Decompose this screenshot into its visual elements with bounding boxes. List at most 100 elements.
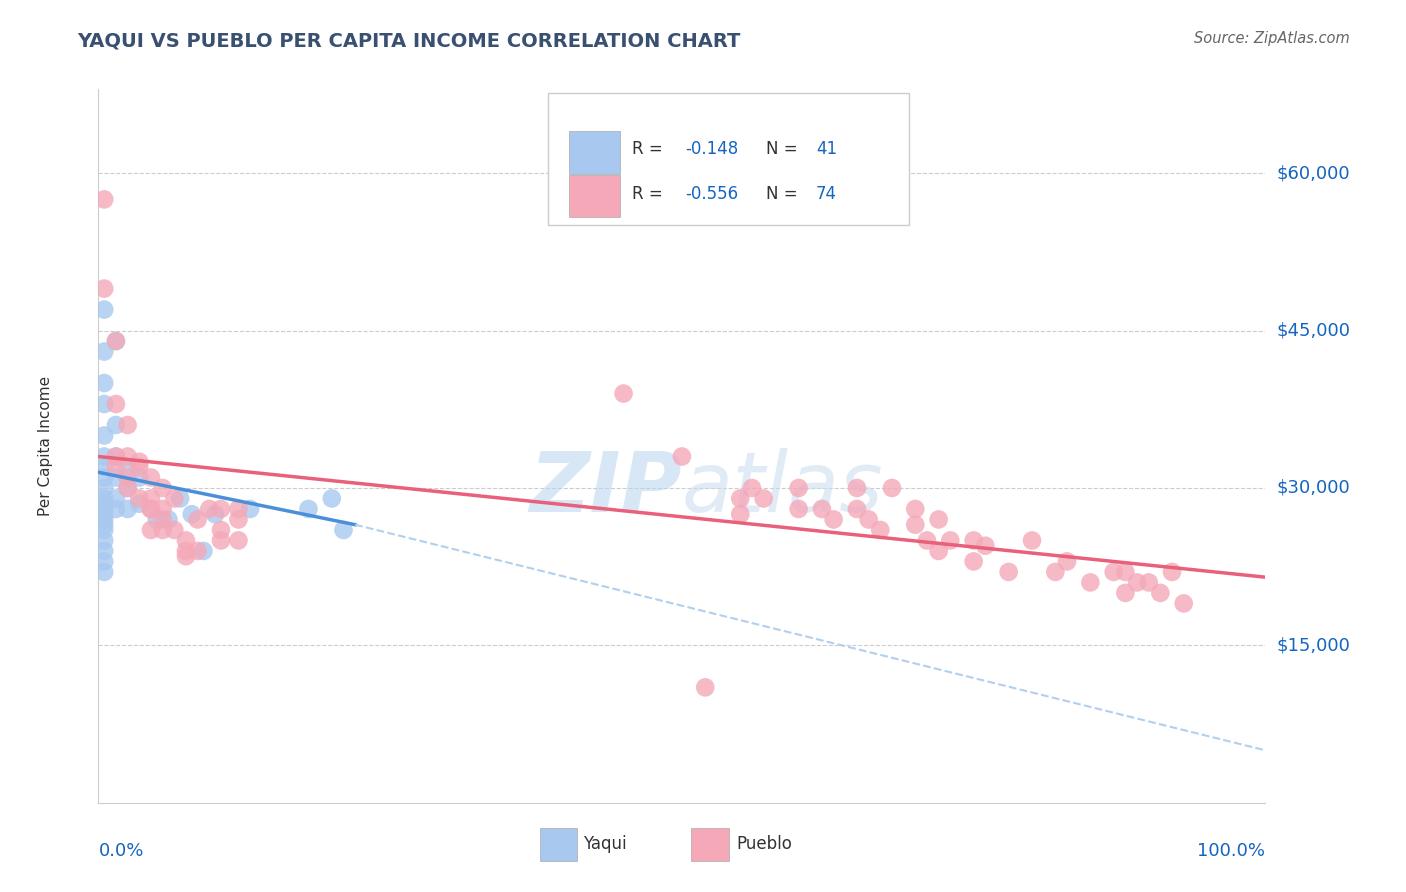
Point — [846, 502, 869, 516]
Point — [174, 549, 197, 564]
Text: YAQUI VS PUEBLO PER CAPITA INCOME CORRELATION CHART: YAQUI VS PUEBLO PER CAPITA INCOME CORREL… — [77, 31, 741, 50]
Text: -0.148: -0.148 — [685, 140, 738, 158]
Point — [117, 481, 139, 495]
Text: 74: 74 — [815, 185, 837, 202]
Point — [858, 512, 880, 526]
Point — [128, 491, 150, 506]
Point — [187, 544, 209, 558]
Point — [93, 460, 115, 475]
FancyBboxPatch shape — [692, 829, 728, 862]
Point — [152, 481, 174, 495]
Point — [93, 193, 115, 207]
Text: N =: N = — [766, 185, 803, 202]
Point — [117, 502, 139, 516]
FancyBboxPatch shape — [548, 93, 910, 225]
Point — [104, 502, 127, 516]
Point — [209, 523, 232, 537]
Point — [93, 302, 115, 317]
Point — [1126, 575, 1149, 590]
Point — [146, 512, 169, 526]
Text: Yaqui: Yaqui — [582, 835, 626, 853]
Point — [928, 544, 950, 558]
Point — [869, 523, 891, 537]
Text: $45,000: $45,000 — [1277, 321, 1351, 340]
Point — [93, 544, 115, 558]
Text: atlas: atlas — [682, 449, 883, 529]
Point — [962, 554, 984, 568]
Point — [93, 397, 115, 411]
Point — [104, 334, 127, 348]
Point — [228, 502, 250, 516]
Point — [139, 491, 162, 506]
Point — [93, 565, 115, 579]
Point — [128, 460, 150, 475]
Point — [93, 450, 115, 464]
Point — [93, 491, 115, 506]
Point — [152, 512, 174, 526]
Point — [117, 417, 139, 432]
Point — [128, 497, 150, 511]
Text: Pueblo: Pueblo — [737, 835, 793, 853]
Point — [880, 481, 903, 495]
Point — [93, 376, 115, 390]
Point — [187, 512, 209, 526]
Point — [93, 512, 115, 526]
Text: Source: ZipAtlas.com: Source: ZipAtlas.com — [1194, 31, 1350, 46]
Text: $60,000: $60,000 — [1277, 164, 1350, 182]
Text: 100.0%: 100.0% — [1198, 842, 1265, 860]
Point — [104, 417, 127, 432]
Text: 41: 41 — [815, 140, 837, 158]
Point — [209, 533, 232, 548]
Point — [928, 512, 950, 526]
Point — [695, 681, 717, 695]
Point — [93, 497, 115, 511]
Point — [297, 502, 319, 516]
Point — [239, 502, 262, 516]
Point — [104, 491, 127, 506]
Point — [1102, 565, 1125, 579]
Point — [1137, 575, 1160, 590]
Text: 0.0%: 0.0% — [98, 842, 143, 860]
Point — [117, 460, 139, 475]
Point — [1114, 586, 1136, 600]
Point — [1080, 575, 1102, 590]
FancyBboxPatch shape — [568, 131, 620, 174]
Point — [823, 512, 845, 526]
Point — [811, 502, 834, 516]
Point — [228, 533, 250, 548]
Point — [93, 470, 115, 484]
Text: ZIP: ZIP — [529, 449, 682, 529]
Point — [93, 428, 115, 442]
Point — [104, 334, 127, 348]
Point — [997, 565, 1019, 579]
Point — [93, 533, 115, 548]
Point — [228, 512, 250, 526]
Point — [198, 502, 221, 516]
Point — [139, 502, 162, 516]
Text: $15,000: $15,000 — [1277, 636, 1350, 655]
Point — [180, 507, 202, 521]
Point — [93, 507, 115, 521]
Point — [157, 512, 180, 526]
Point — [93, 517, 115, 532]
Point — [104, 397, 127, 411]
Point — [1149, 586, 1171, 600]
Point — [904, 517, 927, 532]
Point — [128, 455, 150, 469]
Text: Per Capita Income: Per Capita Income — [38, 376, 53, 516]
Point — [174, 544, 197, 558]
Point — [741, 481, 763, 495]
Point — [139, 523, 162, 537]
Point — [962, 533, 984, 548]
Point — [671, 450, 693, 464]
Point — [1021, 533, 1043, 548]
Point — [204, 507, 226, 521]
Point — [104, 470, 127, 484]
Point — [939, 533, 962, 548]
Point — [209, 502, 232, 516]
Point — [163, 491, 186, 506]
Point — [730, 507, 752, 521]
Point — [104, 450, 127, 464]
Point — [974, 539, 997, 553]
Point — [613, 386, 636, 401]
